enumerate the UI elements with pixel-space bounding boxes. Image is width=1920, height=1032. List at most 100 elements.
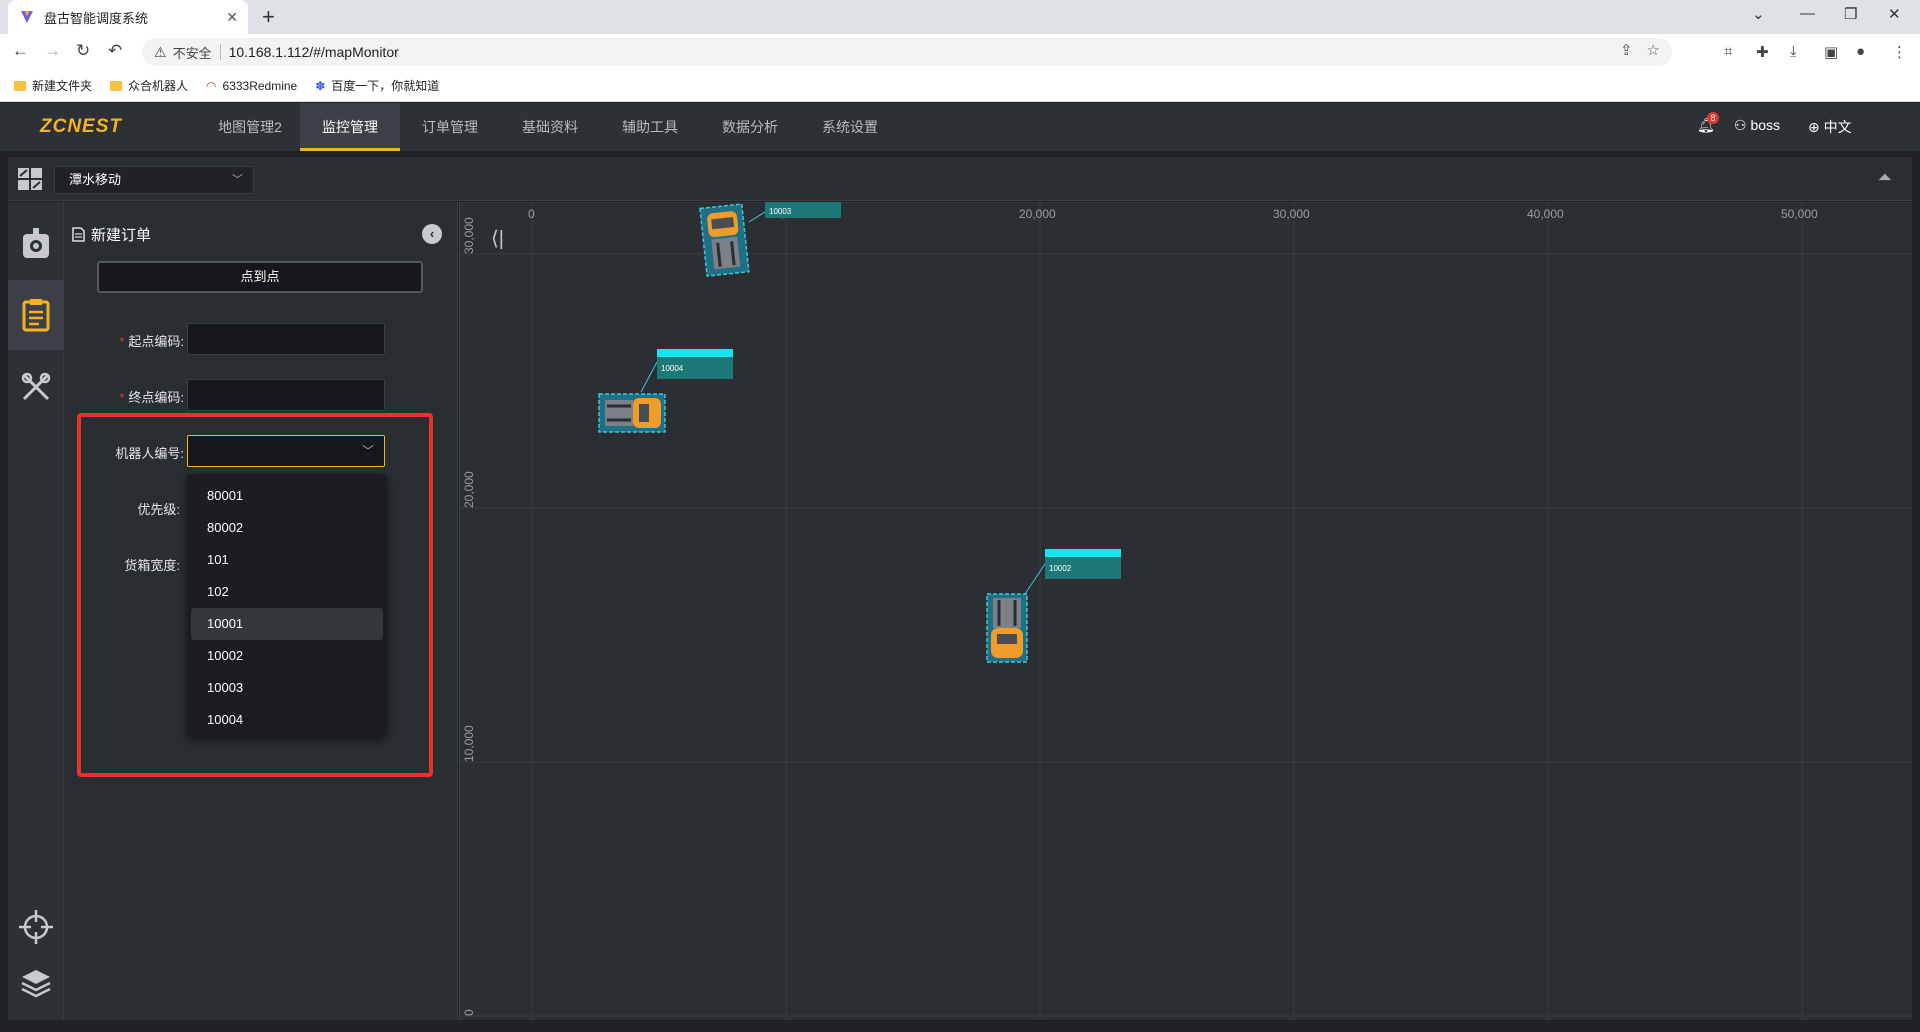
robot-label-id: 10004 (661, 364, 684, 373)
chevron-down-icon: ﹀ (361, 444, 374, 458)
nav-monitor-management[interactable]: 监控管理 (300, 103, 400, 151)
nav-data-analysis[interactable]: 数据分析 (722, 119, 778, 135)
zcnest-logo: ZCNEST (40, 116, 122, 137)
nav-order-management[interactable]: 订单管理 (422, 119, 478, 135)
robot-10003[interactable]: 10003 (699, 202, 841, 277)
clipboard-icon (22, 299, 50, 332)
point-to-point-button[interactable]: 点到点 (97, 261, 423, 293)
tools-icon (21, 372, 51, 401)
collapse-up-icon[interactable]: ⏶ (1877, 167, 1892, 187)
profile-icon[interactable]: ● (1856, 43, 1866, 60)
rail-order-button[interactable] (8, 280, 64, 350)
new-order-panel: 新建订单 ‹ 点到点 * 起点编码: * 终点编码: 机器人编号: ﹀ 优先级: 货… (64, 202, 458, 1020)
dropdown-option[interactable]: 101 (207, 552, 229, 567)
browser-address-bar: ← → ↻ ↶ ⚠ 不安全 10.168.1.112/#/mapMonitor … (0, 34, 1920, 70)
robot-id-dropdown: 80001 80002 101 102 10001 10002 10003 10… (187, 474, 387, 736)
robot-label-body (657, 357, 733, 379)
dropdown-option[interactable]: 10004 (207, 712, 244, 727)
browser-tab-bar: 盘古智能调度系统 ✕ + ⌄ — ❐ ✕ (0, 0, 1920, 34)
camera-icon (23, 228, 49, 258)
download-icon[interactable]: ⤓ (1790, 43, 1797, 60)
forward-icon[interactable]: → (44, 41, 61, 60)
app-header: ZCNEST 地图管理2 监控管理 订单管理 基础资料 辅助工具 数据分析 系统… (0, 103, 1920, 151)
url-field[interactable]: ⚠ 不安全 10.168.1.112/#/mapMonitor ⇪ ☆ (142, 38, 1672, 66)
panel-collapse-button[interactable]: ‹ (422, 224, 442, 244)
scene-select[interactable]: 潭水移动 ﹀ (54, 166, 254, 194)
dropdown-option[interactable]: 10002 (207, 648, 244, 663)
map-grid: 0 10,000 20,000 30,000 40,000 50,000 30,… (459, 202, 1912, 1020)
robot-label-id: 10002 (1049, 564, 1072, 573)
extensions-icon[interactable]: ✚ (1756, 44, 1769, 61)
language-switch[interactable]: ⊕ 中文 (1808, 119, 1852, 135)
browser-tab[interactable]: 盘古智能调度系统 ✕ (8, 0, 248, 34)
baidu-paw-icon: ✽ (315, 78, 326, 93)
robot-label-body (765, 202, 841, 218)
minimize-icon[interactable]: — (1800, 5, 1815, 22)
document-icon (72, 227, 85, 242)
close-window-icon[interactable]: ✕ (1888, 6, 1901, 23)
end-code-input[interactable] (187, 379, 385, 411)
robot-10004[interactable]: 10004 (598, 349, 733, 433)
robot-label-header (657, 349, 733, 357)
chevron-down-icon: ﹀ (232, 174, 243, 186)
robot-10002[interactable]: 10002 (986, 549, 1121, 663)
tab-search-icon[interactable]: ⌄ (1752, 6, 1765, 23)
end-code-label: * 终点编码: (119, 390, 184, 405)
x-tick-label: 0 (528, 207, 535, 221)
new-tab-icon[interactable]: + (262, 4, 275, 29)
scene-icon (18, 168, 42, 190)
crosshair-icon (19, 910, 53, 944)
bookmark-star-icon[interactable]: ☆ (1646, 42, 1660, 59)
bookmark-item[interactable]: ◠ 6333Redmine (206, 78, 298, 93)
y-tick-label: 30,000 (462, 217, 476, 254)
robot-id-select[interactable]: ﹀ (187, 435, 385, 467)
start-code-input[interactable] (187, 323, 385, 355)
rail-layers-button[interactable] (8, 948, 64, 1018)
menu-icon[interactable]: ⋮ (1892, 44, 1907, 61)
y-tick-label: 10,000 (462, 725, 476, 762)
robot-label-body (1045, 557, 1121, 579)
y-tick-label: 20,000 (462, 471, 476, 508)
nav-basic-data[interactable]: 基础资料 (522, 119, 578, 135)
nav-map-management[interactable]: 地图管理2 (218, 119, 282, 135)
rail-tools-button[interactable] (8, 352, 64, 422)
nav-aux-tools[interactable]: 辅助工具 (622, 119, 678, 135)
restore-icon[interactable]: ❐ (1844, 6, 1858, 23)
rail-monitor-button[interactable] (8, 208, 64, 278)
bookmark-item[interactable]: 众合机器人 (110, 77, 188, 94)
x-tick-label: 20,000 (1019, 207, 1056, 221)
back-icon[interactable]: ← (12, 41, 29, 60)
robot-id-label: 机器人编号: (115, 446, 184, 461)
monitor-toolbar: 潭水移动 ﹀ ⏶ (8, 157, 1912, 201)
browser-tab-title: 盘古智能调度系统 (44, 10, 149, 26)
crop-icon[interactable]: ⌗ (1724, 43, 1733, 60)
layers-icon (21, 970, 51, 998)
left-icon-rail (8, 202, 64, 1020)
folder-icon (110, 80, 123, 91)
dropdown-option[interactable]: 102 (207, 584, 229, 599)
nav-system-settings[interactable]: 系统设置 (822, 119, 878, 135)
expand-panel-icon[interactable]: ⟨| (491, 228, 504, 250)
share-icon[interactable]: ⇪ (1619, 42, 1633, 59)
x-tick-label: 30,000 (1273, 207, 1310, 221)
chevron-left-icon: ‹ (429, 226, 435, 241)
dropdown-option-hovered[interactable]: 10001 (191, 608, 383, 640)
undo-icon[interactable]: ↶ (108, 41, 123, 60)
reload-icon[interactable]: ↻ (76, 41, 91, 60)
sidebar-icon[interactable]: ▣ (1824, 44, 1839, 61)
folder-icon (14, 80, 26, 91)
dropdown-option[interactable]: 80002 (207, 520, 244, 535)
priority-label: 优先级: (137, 502, 180, 517)
bookmark-item[interactable]: 新建文件夹 (14, 77, 92, 94)
map-canvas[interactable]: 0 10,000 20,000 30,000 40,000 50,000 30,… (459, 202, 1912, 1020)
rail-locate-button[interactable] (8, 892, 64, 962)
bookmark-item[interactable]: ✽ 百度一下，你就知道 (315, 78, 440, 94)
x-tick-label: 50,000 (1781, 207, 1818, 221)
dropdown-option[interactable]: 80001 (207, 488, 244, 503)
robot-label-header (1045, 549, 1121, 557)
notification-badge: 8 (1707, 112, 1719, 124)
dropdown-option[interactable]: 10003 (207, 680, 244, 695)
redmine-icon: ◠ (206, 78, 217, 93)
user-menu[interactable]: ⚇ boss (1734, 117, 1781, 133)
close-tab-icon[interactable]: ✕ (226, 9, 238, 25)
